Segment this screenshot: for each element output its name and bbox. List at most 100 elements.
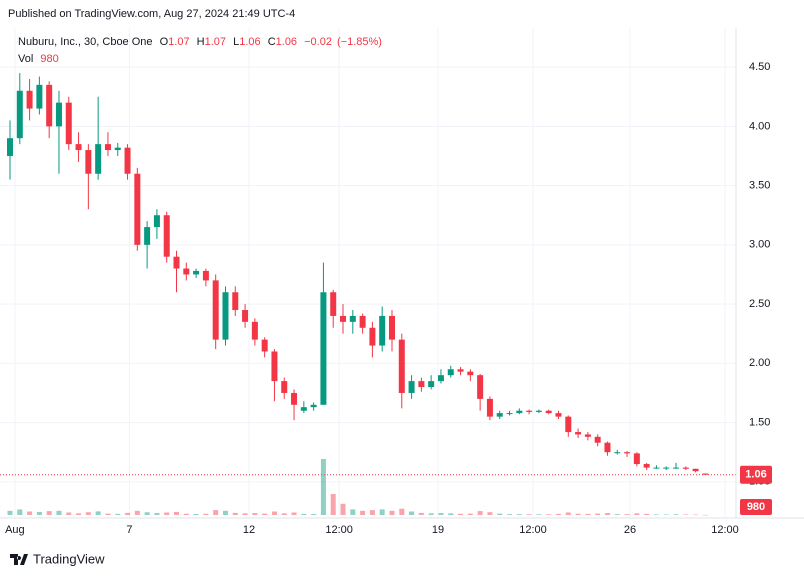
- candle-body: [535, 410, 542, 412]
- candle-body: [124, 147, 131, 174]
- candle-body: [359, 315, 366, 328]
- volume-bar: [458, 513, 464, 515]
- close-label: C: [268, 36, 276, 48]
- x-tick-label: 12:00: [711, 524, 739, 536]
- y-tick-label: 3.00: [749, 239, 770, 251]
- volume-bar: [526, 514, 532, 515]
- candle-body: [291, 392, 298, 405]
- volume-bar: [262, 513, 268, 515]
- volume-bar: [76, 513, 82, 515]
- volume-bar: [46, 511, 52, 515]
- x-tick-label: 19: [432, 524, 444, 536]
- y-tick-label: 2.50: [749, 298, 770, 310]
- candle-body: [643, 464, 650, 468]
- volume-bar: [634, 513, 640, 515]
- candle-body: [575, 432, 582, 435]
- candle-body: [281, 381, 288, 393]
- candle-body: [134, 173, 141, 245]
- volume-bar: [585, 513, 591, 515]
- volume-bar: [693, 514, 699, 516]
- volume-bar: [604, 513, 610, 515]
- candle-body: [584, 434, 591, 437]
- published: Published on TradingView.com, Aug 27, 20…: [8, 8, 295, 20]
- candle-body: [467, 371, 474, 376]
- y-tick-label: 4.50: [749, 61, 770, 73]
- volume-bar: [320, 459, 326, 515]
- volume-bar: [389, 510, 395, 515]
- candle-body: [340, 315, 347, 322]
- volume-bar: [438, 513, 444, 515]
- volume-bar: [350, 509, 356, 515]
- volume-bar: [418, 512, 424, 515]
- candles: [0, 73, 736, 476]
- last-volume-label: 980: [747, 501, 765, 513]
- volume-bar: [369, 510, 375, 515]
- candle-body: [565, 416, 572, 433]
- volume-bar: [17, 509, 23, 515]
- candle-body: [682, 467, 689, 469]
- volume-bar: [663, 514, 669, 515]
- volume-bar: [360, 510, 366, 515]
- volume-bar: [242, 513, 248, 515]
- candle-body: [26, 90, 33, 109]
- volume-bar: [301, 513, 307, 515]
- volume-bar: [575, 513, 581, 515]
- x-tick-label: 12:00: [325, 524, 353, 536]
- volume-bar: [291, 512, 297, 515]
- candle-body: [408, 381, 415, 393]
- volume-bar: [399, 508, 405, 515]
- volume-bar: [428, 513, 434, 515]
- volume-bar: [467, 513, 473, 515]
- volume-line: Vol 980: [18, 53, 59, 65]
- high-label: H: [197, 36, 205, 48]
- candle-body: [496, 413, 503, 417]
- candle-body: [545, 410, 552, 414]
- volume-bar: [536, 514, 542, 515]
- candle-body: [320, 292, 327, 405]
- candle-body: [506, 413, 513, 415]
- candle-body: [614, 452, 621, 454]
- candle-body: [594, 436, 601, 443]
- candle-body: [369, 327, 376, 346]
- candle-body: [349, 315, 356, 322]
- last-price-box: [740, 465, 772, 484]
- volume-bar: [311, 514, 317, 515]
- volume-bar: [330, 494, 336, 515]
- volume-bar: [252, 513, 258, 515]
- candle-body: [604, 442, 611, 453]
- candle-body: [486, 398, 493, 417]
- volume-bar: [673, 514, 679, 515]
- volume-pane: [7, 459, 708, 516]
- volume-bar: [85, 512, 91, 515]
- candle-body: [555, 413, 562, 417]
- volume-bar: [213, 510, 219, 515]
- x-tick-label: 7: [126, 524, 132, 536]
- candle-body: [418, 381, 425, 388]
- candle-body: [55, 102, 62, 127]
- volume-bar: [232, 512, 238, 515]
- candle-body: [163, 215, 170, 257]
- volume-bar: [222, 510, 228, 515]
- y-tick-label: 4.00: [749, 120, 770, 132]
- last-volume-box: [740, 499, 772, 515]
- volume-bar: [702, 514, 708, 516]
- candle-body: [242, 310, 249, 322]
- candle-body: [144, 227, 151, 245]
- low-label: L: [233, 36, 239, 48]
- change-percent: (−1.85%): [337, 36, 382, 48]
- grid: [0, 28, 736, 518]
- volume-bar: [281, 513, 287, 515]
- candle-body: [46, 84, 53, 127]
- candle-body: [85, 150, 92, 174]
- candle-body: [183, 268, 190, 275]
- volume-bar: [653, 514, 659, 515]
- volume-bar: [614, 514, 620, 515]
- volume-bar: [183, 513, 189, 515]
- volume-bar: [193, 514, 199, 515]
- brand: TradingView: [33, 551, 105, 566]
- x-tick-label: 26: [624, 524, 636, 536]
- close-value: 1.06: [276, 36, 297, 48]
- candle-body: [232, 292, 239, 311]
- y-tick-label: 2.00: [749, 357, 770, 369]
- volume-bar: [497, 513, 503, 515]
